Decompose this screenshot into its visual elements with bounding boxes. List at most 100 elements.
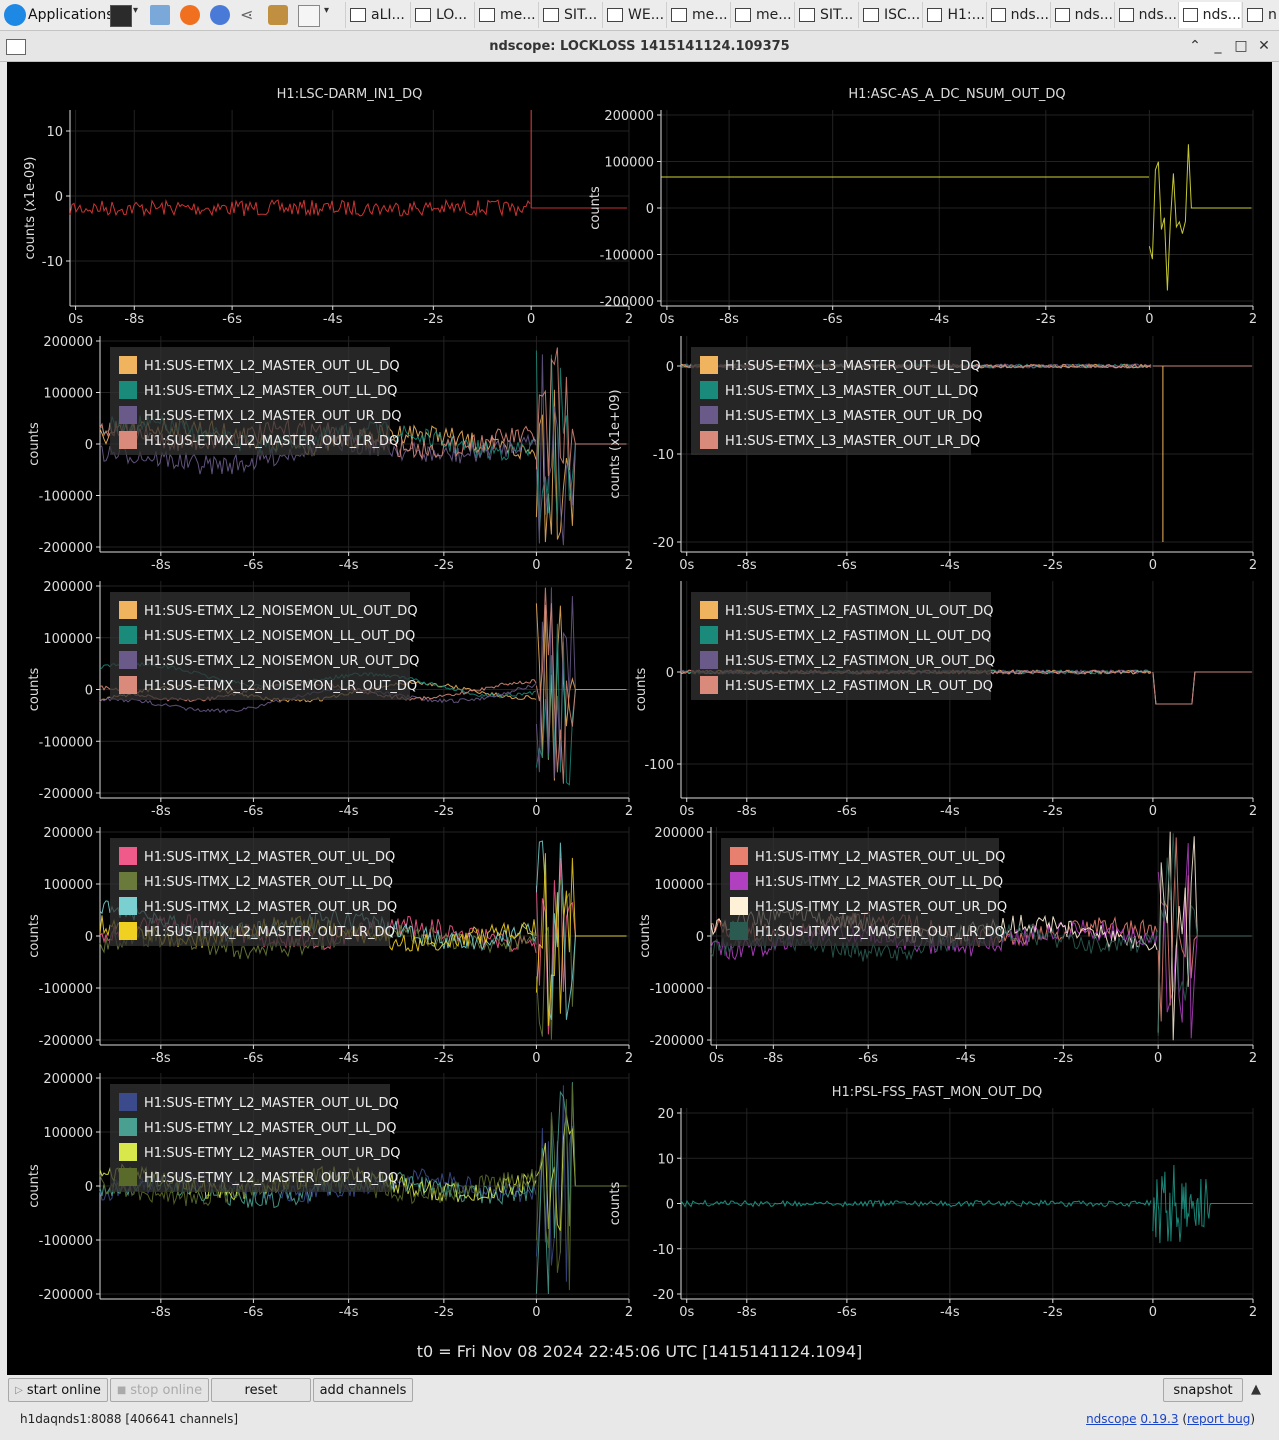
- plot-p5[interactable]: 200000 100000 0 -100000 -200000 -8s -6s -4s -2s 0…: [27, 580, 633, 819]
- x-tick-label: 0s: [709, 1051, 724, 1066]
- y-tick-label: 200000: [43, 335, 93, 350]
- legend-label: H1:SUS-ETMY_L2_MASTER_OUT_LL_DQ: [144, 1121, 396, 1136]
- plot-title: H1:PSL-FSS_FAST_MON_OUT_DQ: [832, 1085, 1042, 1100]
- window-icon: [415, 8, 431, 22]
- legend-label: H1:SUS-ETMX_L3_MASTER_OUT_LL_DQ: [725, 384, 978, 399]
- legend-box: [691, 347, 971, 455]
- trace-after: [1152, 671, 1252, 705]
- editor-icon[interactable]: [298, 5, 320, 27]
- applications-menu[interactable]: Applications: [28, 3, 114, 27]
- firefox-icon[interactable]: [180, 5, 200, 25]
- legend-label: H1:SUS-ITMY_L2_MASTER_OUT_UR_DQ: [755, 900, 1007, 915]
- x-tick-label: -2s: [434, 1051, 454, 1066]
- y-axis-label: counts: [638, 914, 653, 958]
- chevron-down-icon[interactable]: ▾: [133, 5, 139, 16]
- stop-online-button[interactable]: ■ stop online: [110, 1378, 209, 1402]
- window-icon: [350, 8, 366, 22]
- folder-icon[interactable]: [150, 5, 170, 25]
- taskbar-task[interactable]: nds...: [986, 2, 1049, 28]
- plot-p6[interactable]: 0 -100 0s -8s -6s -4s -2s 0 2 counts H1:SUS-ETMX_L…: [634, 581, 1257, 819]
- x-tick-label: -4s: [339, 804, 359, 819]
- plot-p3[interactable]: 200000 100000 0 -100000 -200000 -8s -6s -4s -2s 0…: [27, 335, 633, 573]
- plot-p10[interactable]: 20 10 0 -10 -20 0s -8s -6s -4s -2s 0 2 counts H1:PSL-…: [608, 1085, 1257, 1320]
- taskbar-task[interactable]: me...: [666, 2, 729, 28]
- y-tick-label: -20: [653, 1288, 674, 1303]
- taskbar-task[interactable]: WE...: [602, 2, 665, 28]
- snapshot-button[interactable]: snapshot: [1163, 1378, 1243, 1402]
- window-icon: [735, 8, 751, 22]
- x-tick-label: 0: [1154, 1051, 1162, 1066]
- expand-icon[interactable]: ▲: [1251, 1382, 1261, 1397]
- window-icon: [863, 8, 879, 22]
- plot-p8[interactable]: 200000 100000 0 -100000 -200000 0s -8s -6s -4s -2…: [638, 826, 1257, 1066]
- minimize-icon[interactable]: _: [1214, 38, 1222, 54]
- y-tick-label: 200000: [43, 1072, 93, 1087]
- y-tick-label: -100000: [39, 735, 93, 750]
- legend-label: H1:SUS-ITMY_L2_MASTER_OUT_LL_DQ: [755, 875, 1003, 890]
- trace-after: [1152, 671, 1252, 705]
- add-channels-button[interactable]: add channels: [313, 1378, 413, 1402]
- task-label: me...: [500, 7, 536, 23]
- ndscope-link[interactable]: ndscope: [1086, 1412, 1137, 1426]
- window-icon: [1055, 8, 1070, 22]
- maximize-icon[interactable]: □: [1234, 38, 1248, 54]
- share-icon[interactable]: ⋖: [240, 5, 254, 24]
- close-icon[interactable]: ✕: [1258, 38, 1270, 54]
- browser-icon[interactable]: [210, 5, 230, 25]
- legend-swatch: [119, 651, 137, 669]
- start-online-button[interactable]: ▷ start online: [8, 1378, 108, 1402]
- legend-swatch: [119, 922, 137, 940]
- x-tick-label: -8s: [151, 804, 171, 819]
- window-titlebar[interactable]: ndscope: LOCKLOSS 1415141124.109375 ⌃ _ …: [0, 31, 1279, 62]
- window-menu-icon[interactable]: [6, 39, 26, 55]
- trace: [680, 1199, 1152, 1208]
- taskbar-task[interactable]: nds...: [1178, 2, 1241, 28]
- x-tick-label: 0: [532, 558, 540, 573]
- plot-p7[interactable]: 200000 100000 0 -100000 -200000 -8s -6s -4s -2s 0…: [27, 826, 633, 1066]
- trace-after: [535, 1084, 627, 1291]
- taskbar-task[interactable]: SIT...: [794, 2, 857, 28]
- chevron-down-icon-2[interactable]: ▾: [324, 5, 330, 16]
- shade-icon[interactable]: ⌃: [1189, 38, 1201, 54]
- y-axis-label: counts: [27, 1164, 42, 1208]
- taskbar-task[interactable]: SIT...: [538, 2, 601, 28]
- x-tick-label: -2s: [423, 312, 443, 327]
- y-axis-label: counts: [608, 1182, 623, 1226]
- legend-label: H1:SUS-ITMX_L2_MASTER_OUT_LL_DQ: [144, 875, 393, 890]
- trace-after: [535, 587, 627, 779]
- taskbar-task[interactable]: nds...: [1114, 2, 1177, 28]
- taskbar-task[interactable]: me...: [474, 2, 537, 28]
- legend-label: H1:SUS-ETMX_L2_MASTER_OUT_UR_DQ: [144, 409, 401, 424]
- terminal-icon[interactable]: [110, 5, 132, 27]
- legend-swatch: [119, 431, 137, 449]
- trace-after: [535, 853, 627, 1026]
- taskbar-task[interactable]: H1:...: [922, 2, 985, 28]
- taskbar: Applications ▾ ⋖ ▾ aLI... LO... me... SIT..…: [0, 0, 1279, 31]
- plot-title: H1:ASC-AS_A_DC_NSUM_OUT_DQ: [848, 87, 1065, 102]
- taskbar-task[interactable]: ISC...: [858, 2, 921, 28]
- legend-swatch: [700, 601, 718, 619]
- taskbar-task[interactable]: me...: [730, 2, 793, 28]
- start-online-label: start online: [26, 1382, 101, 1398]
- plot-p2[interactable]: 200000 100000 0 -100000 -200000 0s -8s -6s -4s -2…: [588, 87, 1257, 327]
- plot-grid[interactable]: 10 0 -10 0s -8s -6s -4s -2s 0 2 counts (x1e-09) H1:…: [7, 62, 1272, 1375]
- applications-menu-icon[interactable]: [4, 4, 26, 26]
- taskbar-task[interactable]: nds...: [1050, 2, 1113, 28]
- taskbar-task[interactable]: aLI...: [345, 2, 408, 28]
- y-axis-label: counts: [27, 914, 42, 958]
- reset-button[interactable]: reset: [211, 1378, 311, 1402]
- task-label: me...: [692, 7, 728, 23]
- plot-p1[interactable]: 10 0 -10 0s -8s -6s -4s -2s 0 2 counts (x1e-09) H1:…: [23, 87, 633, 327]
- plot-p9[interactable]: 200000 100000 0 -100000 -200000 -8s -6s -4s -2s 0…: [27, 1072, 633, 1320]
- version-link[interactable]: 0.19.3: [1140, 1412, 1179, 1426]
- task-label: aLI...: [371, 7, 405, 23]
- y-tick-label: 10: [657, 1152, 674, 1167]
- users-icon[interactable]: [268, 5, 288, 25]
- task-label: n: [1268, 7, 1277, 23]
- legend-swatch: [119, 1093, 137, 1111]
- plot-p4[interactable]: 0 -10 -20 0s -8s -6s -4s -2s 0 2 counts (x1e+09) H1…: [608, 336, 1257, 573]
- report-bug-link[interactable]: report bug: [1187, 1412, 1251, 1426]
- taskbar-task[interactable]: n: [1242, 2, 1279, 28]
- x-tick-label: -4s: [339, 1051, 359, 1066]
- taskbar-task[interactable]: LO...: [410, 2, 473, 28]
